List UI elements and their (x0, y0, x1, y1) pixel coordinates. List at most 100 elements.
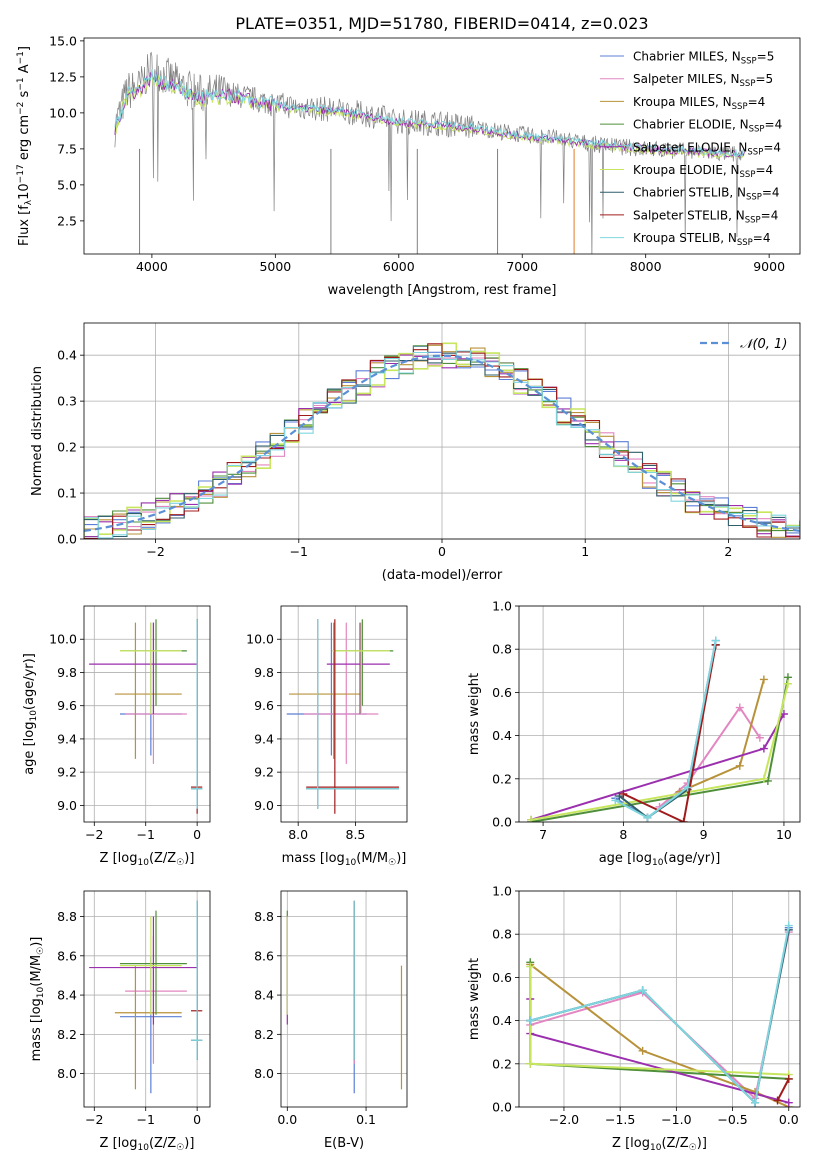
axis-label-part: Z [log (100, 851, 138, 866)
mass-weight-marker (619, 789, 628, 798)
y-axis-label: Normed distribution (30, 366, 45, 496)
legend-nssp: =4 (763, 140, 781, 154)
x-axis-label: Z [log10(Z/Z☉)] (100, 851, 195, 868)
legend-nssp: =4 (761, 208, 779, 222)
x-tick-label: −1.5 (605, 1112, 635, 1127)
mass-weight-marker (783, 679, 792, 688)
y-tick-label: 15.0 (49, 33, 77, 48)
x-tick-label: −1 (136, 827, 154, 842)
mass-weight-marker (679, 818, 688, 822)
x-tick-label: 0 (193, 827, 201, 842)
mass-weight-marker (711, 636, 720, 645)
axis-label-part: −2 (16, 102, 26, 115)
axis-label-part: ☉ (388, 858, 396, 868)
x-axis-label: E(B-V) (324, 1136, 364, 1151)
y-tick-label: 0.8 (492, 642, 512, 657)
legend-nssp: =4 (762, 186, 780, 200)
y-tick-label: 9.8 (254, 665, 274, 680)
spectrum-panel: 4000 5000 6000 7000 8000 9000 2.5 5.0 7.5 10.0 12.… (16, 33, 801, 298)
y-tick-label: 0.2 (492, 771, 512, 786)
legend-nssp: =4 (748, 95, 766, 109)
axis-label-part: (age/yr)] (663, 851, 720, 866)
axis-label-part: (Z/Z (149, 1136, 176, 1151)
legend-sub: SSP (740, 79, 756, 89)
axis-label-part: (Z/Z (661, 1136, 688, 1151)
legend-label: Kroupa ELODIE, NSSP=4 (633, 163, 773, 180)
y-tick-label: 10.0 (49, 632, 77, 647)
axis-label-part: ☉ (689, 1143, 697, 1153)
axes-frame (518, 890, 801, 1108)
y-tick-label: 8.4 (57, 988, 77, 1003)
axis-label-part: )] (184, 1136, 194, 1151)
axis-label-part: (Z/Z (149, 851, 176, 866)
axis-label-part: s (17, 90, 32, 101)
y-tick-label: 9.4 (57, 731, 77, 746)
mass-weight-marker (638, 986, 647, 995)
axis-label-part: ☉ (176, 858, 184, 868)
y-tick-label: 10.0 (246, 632, 274, 647)
mass-weight-marker (611, 796, 620, 805)
axis-label-part: 10 (36, 986, 46, 998)
x-tick-label: 0.1 (356, 1112, 376, 1127)
mass-weight-marker (751, 1098, 760, 1107)
mass-weight-marker (735, 761, 744, 770)
legend-nssp: =5 (757, 50, 775, 64)
x-axis-label: age [log10(age/yr)] (599, 851, 721, 868)
y-tick-label: 0.0 (57, 532, 77, 547)
y-tick-label: 10.0 (49, 105, 77, 120)
legend-name: Salpeter MILES, N (633, 72, 740, 86)
y-tick-label: 9.0 (57, 798, 77, 813)
x-tick-label: 6000 (383, 259, 415, 274)
x-tick-label: 0 (438, 544, 446, 559)
y-tick-label: 1.0 (492, 884, 512, 899)
normal-distribution-curve (84, 354, 800, 532)
x-tick-label: 0.0 (277, 1112, 297, 1127)
legend-label: Chabrier STELIB, NSSP=4 (633, 186, 780, 203)
axis-label-part: age [log (22, 722, 37, 775)
mass-weight-marker (615, 792, 624, 801)
legend-label: Chabrier MILES, NSSP=5 (633, 50, 774, 67)
legend-name: Kroupa STELIB, N (633, 231, 737, 245)
axis-label-part: 10 (650, 1143, 662, 1153)
y-tick-label: 9.6 (57, 698, 77, 713)
y-tick-label: 8.6 (57, 948, 77, 963)
x-tick-label: 7 (539, 827, 547, 842)
weight-vs-metallicity-panel: −2.0 −1.5 −1.0 −0.5 0.0 0.0 0.2 0.4 0.6 0.8 1.0 Z [… (467, 884, 801, 1153)
y-tick-label: 8.6 (254, 948, 274, 963)
y-tick-label: 1.0 (492, 599, 512, 614)
legend-sub: SSP (746, 193, 762, 203)
axis-label-part: ] (17, 46, 32, 51)
x-tick-label: 7000 (506, 259, 538, 274)
legend-name: Chabrier ELODIE, N (633, 118, 749, 132)
legend-nssp: =4 (755, 163, 773, 177)
figure-title: PLATE=0351, MJD=51780, FIBERID=0414, z=0… (235, 14, 648, 33)
mass-weight-marker (759, 675, 768, 684)
axis-label-part: 10 (17, 183, 32, 200)
legend-sub: SSP (745, 215, 761, 225)
y-tick-label: 12.5 (49, 69, 77, 84)
mass-weight-line (529, 925, 790, 1105)
axes-frame (83, 322, 801, 540)
mass-weight-marker (755, 733, 764, 742)
y-tick-label: 8.2 (57, 1027, 77, 1042)
x-tick-label: 4000 (136, 259, 168, 274)
legend-label: Salpeter ELODIE, NSSP=4 (633, 140, 781, 157)
axis-label-part: mass weight (467, 958, 482, 1040)
axis-label-part: mass weight (467, 673, 482, 755)
axis-label-part: wavelength [Angstrom, rest frame] (328, 283, 557, 298)
y-axis-label: mass weight (467, 673, 482, 755)
legend-nssp: =5 (755, 72, 773, 86)
y-tick-label: 8.2 (254, 1027, 274, 1042)
residual-histogram (84, 350, 800, 539)
axis-label-part: )] (184, 851, 194, 866)
x-axis-label: (data-model)/error (382, 568, 503, 583)
axes-frame (280, 890, 408, 1108)
axis-label-part: ☉ (36, 947, 46, 955)
y-tick-label: 0.0 (492, 815, 512, 830)
mass-weight-line (622, 644, 717, 822)
y-tick-label: 0.8 (492, 927, 512, 942)
legend-sub: SSP (749, 125, 765, 135)
axis-label-part: λ (24, 199, 34, 205)
axes-frame (518, 605, 801, 823)
